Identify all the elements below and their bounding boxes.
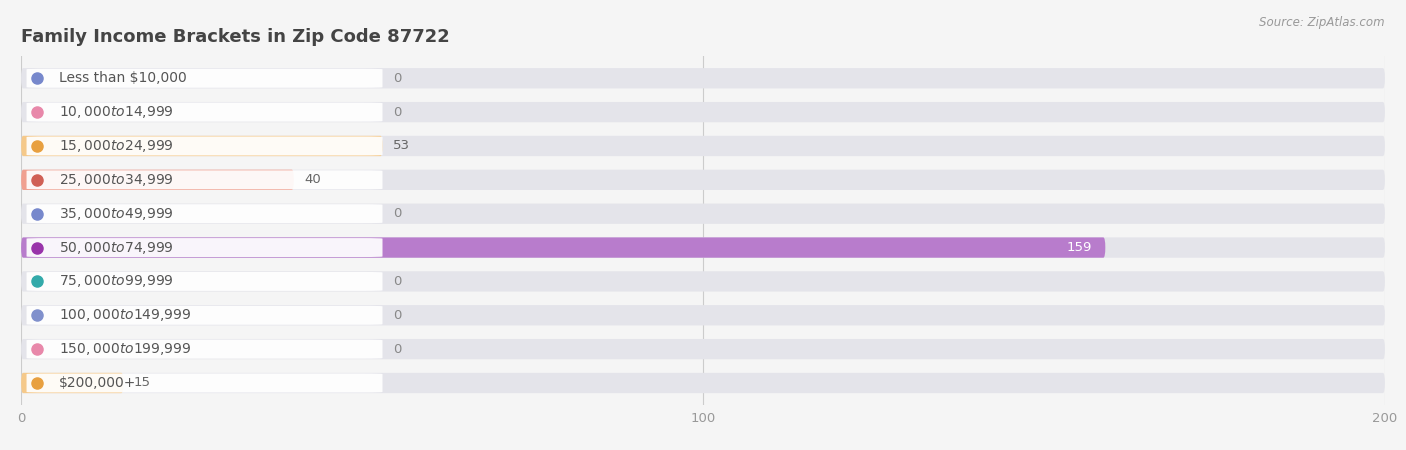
FancyBboxPatch shape	[27, 238, 382, 257]
FancyBboxPatch shape	[21, 68, 1385, 88]
Text: 0: 0	[392, 275, 401, 288]
FancyBboxPatch shape	[21, 170, 1385, 190]
Text: 0: 0	[392, 72, 401, 85]
Text: $10,000 to $14,999: $10,000 to $14,999	[59, 104, 174, 120]
FancyBboxPatch shape	[21, 136, 1385, 156]
FancyBboxPatch shape	[21, 271, 1385, 292]
FancyBboxPatch shape	[27, 374, 382, 392]
FancyBboxPatch shape	[27, 306, 382, 325]
FancyBboxPatch shape	[21, 170, 294, 190]
Text: $35,000 to $49,999: $35,000 to $49,999	[59, 206, 174, 222]
FancyBboxPatch shape	[27, 204, 382, 223]
FancyBboxPatch shape	[21, 339, 1385, 359]
Text: Family Income Brackets in Zip Code 87722: Family Income Brackets in Zip Code 87722	[21, 28, 450, 46]
Text: 0: 0	[392, 207, 401, 220]
FancyBboxPatch shape	[21, 203, 1385, 224]
Text: Source: ZipAtlas.com: Source: ZipAtlas.com	[1260, 16, 1385, 29]
Text: $15,000 to $24,999: $15,000 to $24,999	[59, 138, 174, 154]
Text: $200,000+: $200,000+	[59, 376, 136, 390]
Text: $100,000 to $149,999: $100,000 to $149,999	[59, 307, 191, 323]
FancyBboxPatch shape	[27, 136, 382, 155]
Text: 0: 0	[392, 309, 401, 322]
FancyBboxPatch shape	[21, 305, 1385, 325]
FancyBboxPatch shape	[21, 136, 382, 156]
FancyBboxPatch shape	[27, 103, 382, 122]
Text: 0: 0	[392, 106, 401, 119]
Text: 15: 15	[134, 377, 150, 390]
Text: Less than $10,000: Less than $10,000	[59, 71, 187, 85]
FancyBboxPatch shape	[27, 69, 382, 88]
Text: 53: 53	[392, 140, 409, 153]
FancyBboxPatch shape	[27, 272, 382, 291]
Text: 40: 40	[304, 173, 321, 186]
Text: 0: 0	[392, 342, 401, 356]
FancyBboxPatch shape	[21, 373, 1385, 393]
FancyBboxPatch shape	[21, 373, 124, 393]
FancyBboxPatch shape	[21, 102, 1385, 122]
Text: $50,000 to $74,999: $50,000 to $74,999	[59, 239, 174, 256]
FancyBboxPatch shape	[27, 171, 382, 189]
Text: $75,000 to $99,999: $75,000 to $99,999	[59, 274, 174, 289]
FancyBboxPatch shape	[21, 238, 1385, 258]
Text: $25,000 to $34,999: $25,000 to $34,999	[59, 172, 174, 188]
Text: 159: 159	[1066, 241, 1091, 254]
Text: $150,000 to $199,999: $150,000 to $199,999	[59, 341, 191, 357]
FancyBboxPatch shape	[21, 238, 1105, 258]
FancyBboxPatch shape	[27, 340, 382, 359]
